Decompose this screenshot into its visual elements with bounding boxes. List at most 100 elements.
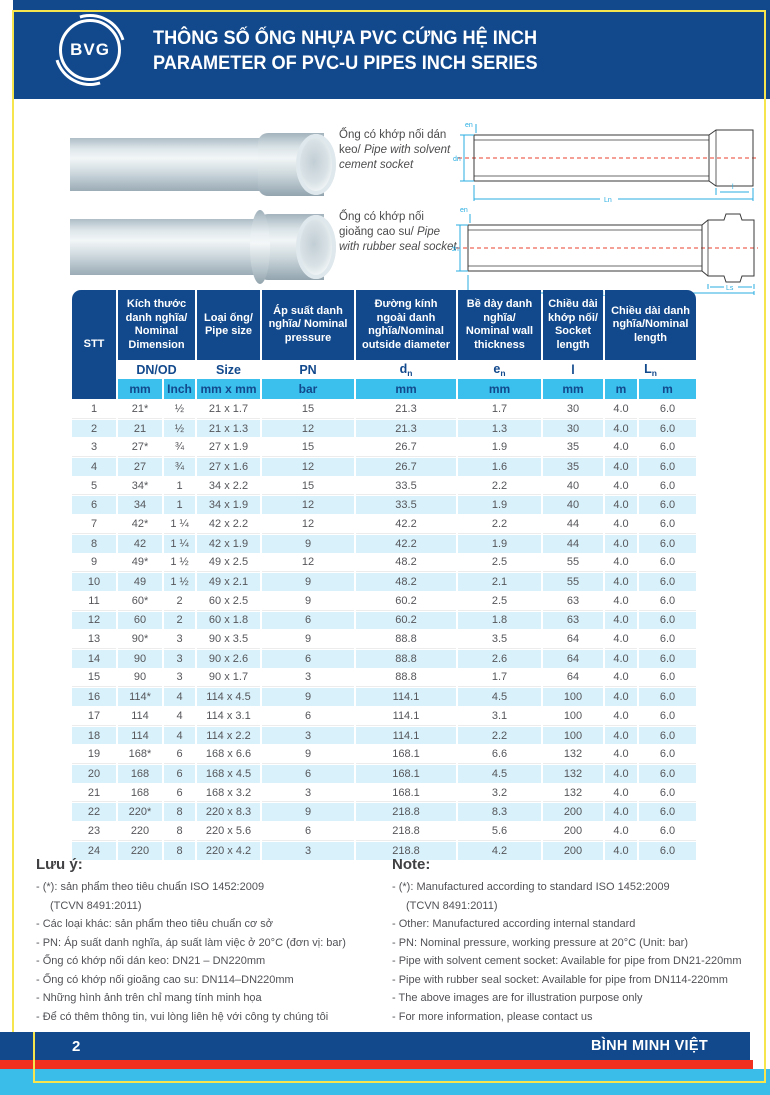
table-cell: 26.7: [356, 458, 456, 476]
table-head: STT Kích thước danh nghĩa/ Nominal Dimens…: [72, 290, 696, 399]
table-cell: 4.0: [605, 726, 637, 745]
table-cell: 7: [72, 515, 116, 534]
table-cell: 168 x 3.2: [197, 783, 260, 803]
table-cell: 19: [72, 745, 116, 765]
table-cell: 15: [72, 668, 116, 688]
table-cell: 90*: [118, 630, 162, 649]
table-cell: 6.0: [639, 745, 696, 765]
table-cell: 4.0: [605, 803, 637, 822]
socket-outline: [701, 213, 755, 283]
table-cell: 26.7: [356, 438, 456, 458]
pipe-outline: [467, 224, 703, 272]
table-body: 1 21* ½ 21 x 1.7 15 21.3 1.7 30 4.0 6.0 2 21 ½ 21 x 1…: [72, 400, 696, 860]
table-cell: 3: [164, 630, 195, 649]
table-cell: 8: [164, 803, 195, 822]
column-symbol-header: DN/OD: [118, 361, 195, 378]
table-cell: 3: [72, 438, 116, 458]
table-cell: 35: [543, 458, 603, 476]
table-cell: 1: [164, 476, 195, 496]
table-cell: 2.5: [458, 591, 541, 611]
table-cell: 88.8: [356, 649, 456, 668]
table-cell: 114 x 2.2: [197, 726, 260, 745]
table-row: 23 220 8 220 x 5.6 6 218.8 5.6 200 4.0 6.0: [72, 822, 696, 841]
table-cell: 16: [72, 688, 116, 706]
column-group-header: Áp suất danh nghĩa/ Nominal pressure: [262, 290, 354, 360]
dimension-lines: [460, 124, 754, 201]
table-cell: 34 x 2.2: [197, 476, 260, 496]
table-cell: 168: [118, 783, 162, 803]
pipe-photo-solvent-socket: [70, 133, 336, 196]
table-cell: 33.5: [356, 476, 456, 496]
table-cell: 6.0: [639, 726, 696, 745]
caption-vi: Ống có khớp nối dán keo/: [339, 129, 447, 156]
table-cell: 44: [543, 515, 603, 534]
table-cell: 1.9: [458, 534, 541, 553]
column-unit-header: bar: [262, 379, 354, 399]
table-cell: 27 x 1.9: [197, 438, 260, 458]
notes-vietnamese: Lưu ý: - (*): sản phẩm theo tiêu chuẩn I…: [36, 856, 386, 1026]
note-item: - Các loại khác: sản phẩm theo tiêu chuẩ…: [36, 918, 273, 930]
table-cell: 1.3: [458, 419, 541, 438]
table-cell: 90: [118, 649, 162, 668]
table-cell: 2.2: [458, 515, 541, 534]
note-item: - PN: Áp suất danh nghĩa, áp suất làm vi…: [36, 936, 346, 949]
table-cell: 4.0: [605, 534, 637, 553]
table-cell: 114 x 4.5: [197, 688, 260, 706]
table-cell: 6.0: [639, 649, 696, 668]
table-cell: 4.2: [458, 841, 541, 860]
label-socket-length: l: [732, 184, 734, 191]
label-diameter: dn: [453, 156, 461, 163]
table-cell: 114.1: [356, 726, 456, 745]
caption-vi: Ống có khớp nối gioăng cao su/: [339, 211, 424, 238]
table-cell: 6: [262, 707, 354, 726]
table-row: 19 168* 6 168 x 6.6 9 168.1 6.6 132 4.0 6.0: [72, 745, 696, 765]
table-cell: 27 x 1.6: [197, 458, 260, 476]
table-cell: 30: [543, 419, 603, 438]
table-cell: 3: [262, 783, 354, 803]
table-cell: 6.0: [639, 841, 696, 860]
table-cell: 6: [262, 822, 354, 841]
column-symbol-header: Size: [197, 361, 260, 378]
table-cell: 4.0: [605, 822, 637, 841]
notes-heading-vi: Lưu ý:: [36, 856, 83, 873]
column-group-header: Chiều dài danh nghĩa/Nominal length: [605, 290, 696, 360]
table-cell: 6: [262, 765, 354, 783]
table-cell: 200: [543, 803, 603, 822]
table-cell: 4.0: [605, 745, 637, 765]
table-cell: 6.0: [639, 591, 696, 611]
table-cell: 21: [72, 783, 116, 803]
table-cell: 60.2: [356, 591, 456, 611]
table-cell: 220: [118, 841, 162, 860]
table-cell: 220*: [118, 803, 162, 822]
note-item: - (*): Manufactured according to standar…: [392, 881, 670, 893]
note-item: - PN: Nominal pressure, working pressure…: [392, 936, 689, 949]
table-cell: 2: [164, 611, 195, 630]
caption-solvent-socket: Ống có khớp nối dán keo/ Pipe with solve…: [339, 128, 457, 173]
table-cell: 64: [543, 649, 603, 668]
table-cell: 49 x 2.5: [197, 553, 260, 573]
table-cell: ½: [164, 400, 195, 419]
table-cell: 1.7: [458, 668, 541, 688]
table-cell: 15: [262, 438, 354, 458]
column-group-header: Loại ống/ Pipe size: [197, 290, 260, 360]
table-cell: 49*: [118, 553, 162, 573]
table-cell: 90 x 2.6: [197, 649, 260, 668]
table-cell: 168 x 4.5: [197, 765, 260, 783]
column-symbol-header: Ln: [605, 361, 696, 378]
table-cell: 3: [262, 668, 354, 688]
table-row: 4 27 ¾ 27 x 1.6 12 26.7 1.6 35 4.0 6.0: [72, 458, 696, 476]
table-cell: 114: [118, 726, 162, 745]
table-cell: 12: [262, 419, 354, 438]
note-item: - The above images are for illustration …: [392, 992, 643, 1004]
table-header-units: mm Inch mm x mm bar mm mm mm m m: [72, 379, 696, 399]
note-item: - Những hình ảnh trên chỉ mang tính minh…: [36, 992, 262, 1004]
table-cell: 1.7: [458, 400, 541, 419]
table-cell: 42: [118, 534, 162, 553]
table-cell: 114: [118, 707, 162, 726]
table-cell: 64: [543, 668, 603, 688]
table-cell: 6.0: [639, 496, 696, 515]
table-cell: 4.0: [605, 611, 637, 630]
table-cell: 23: [72, 822, 116, 841]
table-cell: 12: [262, 458, 354, 476]
table-cell: 9: [262, 591, 354, 611]
